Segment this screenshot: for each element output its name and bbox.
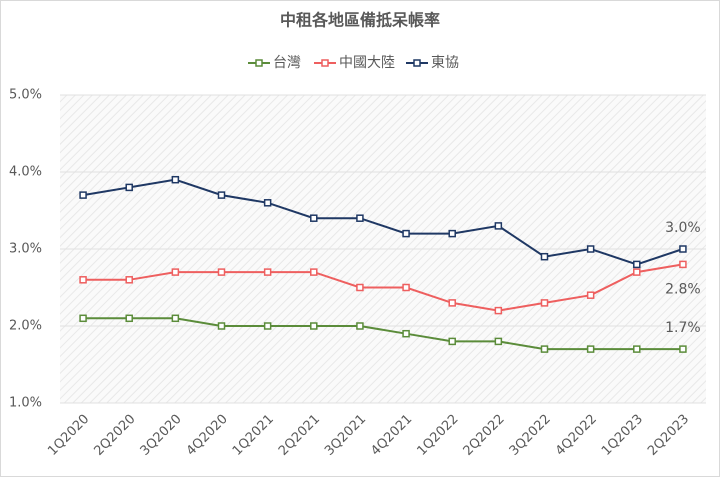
data-label: 2.8% xyxy=(665,281,701,297)
y-tick-label: 1.0% xyxy=(9,396,42,411)
point-marker xyxy=(402,283,410,292)
point-marker xyxy=(356,214,364,222)
point-marker xyxy=(540,252,549,261)
point-marker xyxy=(171,268,180,276)
point-marker xyxy=(171,314,180,323)
point-marker xyxy=(263,199,272,207)
point-marker xyxy=(356,283,364,292)
point-marker xyxy=(402,229,410,238)
point-marker xyxy=(310,268,318,276)
point-marker xyxy=(679,245,687,253)
point-marker xyxy=(263,268,272,276)
point-marker xyxy=(356,322,364,330)
point-marker xyxy=(586,245,595,253)
y-tick-label: 2.0% xyxy=(9,319,42,334)
legend-marker xyxy=(321,59,329,67)
point-marker xyxy=(448,337,456,346)
point-marker xyxy=(171,175,180,184)
point-marker xyxy=(679,260,687,269)
point-marker xyxy=(263,322,272,330)
point-marker xyxy=(633,268,641,276)
legend-marker xyxy=(413,59,421,67)
point-marker xyxy=(217,322,226,330)
point-marker xyxy=(217,268,226,276)
point-marker xyxy=(679,345,687,353)
data-label: 3.0% xyxy=(665,220,701,236)
point-marker xyxy=(586,345,595,353)
point-marker xyxy=(217,191,226,199)
series-line xyxy=(83,317,683,351)
point-marker xyxy=(448,229,456,238)
series-line xyxy=(82,178,684,266)
legend-label: 東協 xyxy=(431,55,459,71)
legend-label: 台灣 xyxy=(273,55,301,71)
point-marker xyxy=(310,214,318,222)
legend-label: 中國大陸 xyxy=(339,55,395,71)
y-tick-label: 5.0% xyxy=(9,88,42,103)
y-tick-label: 4.0% xyxy=(9,165,42,180)
point-marker xyxy=(125,276,133,284)
point-marker xyxy=(494,306,503,315)
point-marker xyxy=(79,276,87,284)
point-marker xyxy=(310,322,318,330)
point-marker xyxy=(586,291,595,299)
legend-marker xyxy=(255,59,263,67)
point-marker xyxy=(79,191,87,199)
point-marker xyxy=(448,299,456,307)
point-marker xyxy=(540,299,549,307)
point-marker xyxy=(402,329,410,338)
point-marker xyxy=(79,314,87,323)
point-marker xyxy=(494,337,503,346)
point-marker xyxy=(633,260,641,269)
data-label: 1.7% xyxy=(665,320,701,336)
chart-title: 中租各地區備抵呆帳率 xyxy=(280,11,440,30)
point-marker xyxy=(125,314,133,323)
point-marker xyxy=(633,345,641,353)
series-line xyxy=(83,263,684,312)
point-marker xyxy=(125,183,133,192)
point-marker xyxy=(540,345,549,353)
point-marker xyxy=(494,222,503,230)
y-tick-label: 3.0% xyxy=(9,242,42,257)
